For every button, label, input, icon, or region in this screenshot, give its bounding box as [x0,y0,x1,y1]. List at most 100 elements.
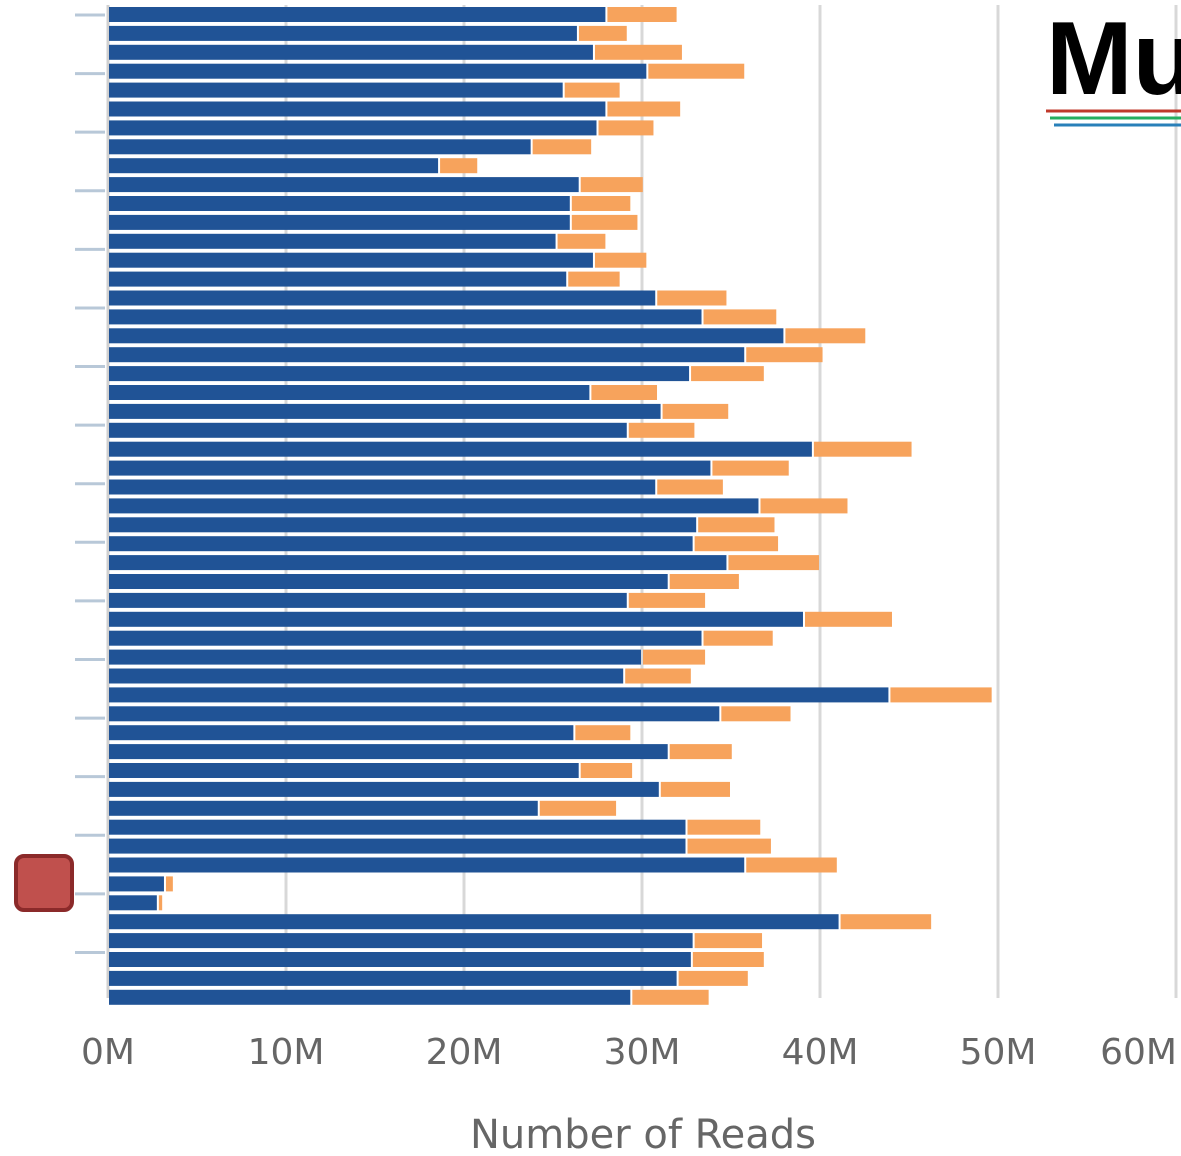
bar-series-2-52 [678,970,748,986]
bar-series-1-6 [109,101,606,117]
bar-series-1-22 [109,403,661,419]
bar-series-1-5 [109,82,563,98]
bar-series-2-17 [703,309,777,325]
bar-series-2-3 [594,44,682,60]
bar-series-2-38 [721,706,791,722]
bar-series-1-8 [109,139,531,155]
bar-series-1-31 [109,574,668,589]
bar-series-1-25 [109,460,711,476]
bar-series-1-29 [109,536,693,552]
bar-series-2-30 [728,555,819,571]
bar-series-2-31 [669,574,739,589]
bar-series-1-42 [109,781,659,797]
bar-series-2-25 [712,460,789,476]
bar-series-1-39 [109,725,574,741]
bar-series-2-46 [746,857,837,873]
bar-series-1-47 [109,876,164,892]
x-tick-label-20M: 20M [426,1032,503,1073]
bar-series-2-37 [890,687,992,703]
bar-series-1-52 [109,970,677,986]
bar-series-2-14 [594,252,647,268]
bar-series-1-32 [109,592,627,608]
bar-series-2-19 [746,347,823,363]
x-tick-label-0M: 0M [81,1032,135,1073]
bar-series-1-45 [109,838,686,854]
bar-series-2-41 [580,763,633,778]
bar-series-1-41 [109,763,579,778]
bar-series-2-47 [165,876,173,892]
bar-series-2-16 [657,290,727,306]
bar-series-2-34 [703,630,773,646]
bar-series-2-8 [532,139,592,155]
bar-series-1-50 [109,933,693,949]
logo-text: Mu [1046,1,1181,117]
bar-series-2-33 [804,611,892,627]
bar-series-1-21 [109,385,590,400]
bar-series-1-3 [109,44,593,60]
bar-series[interactable] [109,7,992,1005]
bar-series-1-13 [109,233,556,249]
x-tick-label-10M: 10M [248,1032,325,1073]
bar-series-2-7 [598,120,654,136]
highlight-marker[interactable] [14,854,74,912]
bar-series-1-49 [109,914,839,930]
bar-series-1-28 [109,517,697,533]
bar-series-2-12 [571,214,638,230]
bar-series-1-44 [109,819,686,835]
bar-series-1-48 [109,895,157,911]
bar-series-2-9 [440,158,478,174]
bar-series-1-11 [109,196,570,211]
bar-series-2-21 [591,385,658,400]
bar-series-2-27 [760,498,848,514]
bar-series-1-19 [109,347,745,363]
bar-series-2-43 [539,800,617,816]
bar-series-2-18 [785,328,866,344]
bar-series-1-17 [109,309,702,325]
bar-series-1-10 [109,177,579,193]
x-tick-label-30M: 30M [604,1032,681,1073]
bar-series-1-36 [109,668,624,684]
bar-series-2-6 [607,101,681,117]
bar-series-2-29 [694,536,779,552]
bar-series-1-53 [109,989,631,1005]
bar-series-1-37 [109,687,889,703]
bar-series-1-1 [109,7,606,22]
bar-series-2-51 [692,952,764,967]
bar-series-1-26 [109,479,656,495]
y-axis-ticks [75,13,105,954]
bar-series-1-18 [109,328,784,344]
bar-series-2-26 [657,479,723,495]
bar-series-2-39 [575,725,631,741]
bar-series-2-40 [669,744,732,760]
bar-series-2-42 [660,781,730,797]
bar-series-1-12 [109,214,570,230]
x-axis-title: Number of Reads [470,1112,816,1156]
x-tick-label-40M: 40M [782,1032,859,1073]
x-axis-tick-labels: 0M 10M 20M 30M 40M 50M 60M [81,1032,1177,1073]
bar-series-2-35 [643,649,706,665]
bar-series-2-4 [648,63,745,79]
bar-series-1-27 [109,498,759,514]
bar-series-1-30 [109,555,727,571]
bar-series-1-51 [109,952,691,967]
bar-series-1-20 [109,366,690,382]
bar-series-2-50 [694,933,763,949]
bar-series-2-32 [628,592,706,608]
bar-series-1-38 [109,706,720,722]
bar-series-1-2 [109,25,577,41]
bar-series-2-44 [687,819,761,835]
bar-series-2-49 [840,914,932,930]
x-tick-label-60M: 60M [1100,1032,1177,1073]
bar-series-2-45 [687,838,771,854]
bar-series-1-16 [109,290,656,306]
bar-series-1-15 [109,271,567,287]
bar-series-1-40 [109,744,668,760]
bar-series-2-22 [662,403,729,419]
bar-series-1-34 [109,630,702,646]
bar-series-2-23 [628,422,695,438]
bar-series-1-4 [109,63,647,79]
bar-series-2-36 [625,668,691,684]
logo: Mu [1046,1,1181,127]
bar-series-1-33 [109,611,803,627]
